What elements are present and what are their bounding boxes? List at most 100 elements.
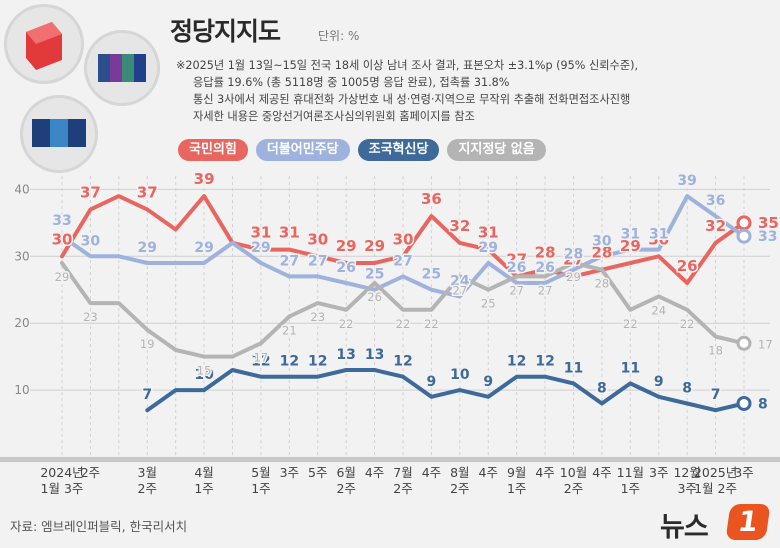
x-tick-label: 1월 3주	[41, 481, 84, 496]
x-tick-label: 4주	[592, 465, 611, 480]
legend-item-ppp: 국민의힘	[178, 139, 248, 161]
data-label: 29	[566, 270, 581, 284]
news-logo-mark: 1	[725, 504, 771, 540]
data-label: 17	[758, 337, 773, 351]
y-tick-label: 40	[14, 182, 29, 196]
data-label: 29	[336, 237, 357, 255]
data-label: 33	[758, 229, 777, 245]
survey-notes: ※2025년 1월 13일~15일 전국 18세 이상 남녀 조사 결과, 표본…	[176, 57, 776, 125]
x-tick-label: 3주	[280, 465, 299, 480]
data-label: 26	[367, 290, 382, 304]
series-line-1	[60, 194, 746, 299]
data-label: 35	[758, 214, 779, 232]
x-tick-label: 5주	[308, 465, 327, 480]
x-tick-label: 3주	[734, 465, 753, 480]
data-label: 17	[254, 350, 269, 364]
x-tick-label: 4월	[194, 465, 213, 480]
data-label: 13	[336, 347, 355, 363]
data-label: 31	[478, 224, 499, 242]
data-label: 28	[595, 277, 610, 291]
data-label: 27	[563, 250, 584, 268]
data-label: 29	[194, 240, 213, 256]
x-tick-label: 11월	[617, 465, 644, 480]
data-label: 22	[396, 317, 411, 331]
legend: 국민의힘 더불어민주당 조국혁신당 지지정당 없음	[178, 139, 546, 161]
data-label: 8	[682, 380, 692, 396]
x-tick-label: 2025년	[694, 465, 737, 480]
x-tick-label: 1주	[621, 481, 640, 496]
chart-title: 정당지지도	[170, 17, 281, 46]
x-tick-label: 2주	[138, 481, 157, 496]
note-line: 응답률 19.6% (총 5118명 중 1005명 응답 완료), 접촉률 3…	[193, 76, 510, 89]
data-label: 30	[592, 233, 612, 249]
x-tick-label: 2주	[336, 481, 355, 496]
y-tick-label: 10	[14, 383, 29, 397]
data-label: 25	[365, 267, 384, 283]
party-emblem-blue-icon	[20, 95, 98, 173]
data-label: 12	[507, 354, 526, 370]
data-label: 27	[280, 253, 299, 269]
note-line: 통신 3사에서 제공된 휴대전화 가상번호 내 성·연령·지역으로 무작위 추출…	[193, 93, 631, 106]
data-label: 9	[483, 374, 493, 390]
data-label: 31	[279, 224, 300, 242]
data-label: 22	[680, 317, 695, 331]
x-tick-label: 1주	[194, 481, 213, 496]
data-label: 23	[310, 310, 325, 324]
data-label: 26	[535, 260, 554, 276]
data-label: 25	[422, 267, 441, 283]
data-label: 9	[427, 374, 437, 390]
x-axis-line	[0, 457, 780, 462]
x-tick-label: 5월	[251, 465, 270, 480]
data-label: 30	[393, 230, 414, 248]
x-tick-label: 8월	[450, 465, 469, 480]
data-label: 27	[509, 283, 524, 297]
data-label: 24	[651, 303, 666, 317]
data-label: 29	[620, 237, 641, 255]
data-label: 12	[251, 354, 270, 370]
x-tick-label: 4주	[535, 465, 554, 480]
news-logo-text: 뉴스	[660, 512, 709, 543]
x-tick-label: 7월	[393, 465, 412, 480]
data-label: 37	[137, 183, 158, 201]
data-label: 29	[55, 270, 70, 284]
x-tick-label: 9월	[507, 465, 526, 480]
data-label: 26	[507, 260, 526, 276]
data-label: 31	[621, 227, 640, 243]
data-label: 8	[758, 396, 768, 412]
data-label: 11	[564, 360, 583, 376]
data-label: 27	[308, 253, 327, 269]
data-label: 10	[194, 367, 214, 383]
data-label: 30	[52, 230, 73, 248]
data-label: 36	[706, 193, 725, 209]
x-tick-label: 3주	[677, 481, 696, 496]
x-tick-label: 2주	[393, 481, 412, 496]
data-label: 18	[708, 344, 723, 358]
data-label: 12	[280, 354, 299, 370]
data-label: 11	[621, 360, 640, 376]
x-tick-label: 2024년	[40, 465, 83, 480]
data-label: 22	[623, 317, 638, 331]
data-label: 12	[308, 354, 327, 370]
data-label: 31	[250, 224, 271, 242]
data-label: 23	[83, 310, 98, 324]
data-label: 27	[506, 250, 527, 268]
x-tick-label: 10월	[560, 465, 587, 480]
data-label: 30	[648, 230, 669, 248]
data-label: 12	[535, 354, 554, 370]
data-label: 22	[339, 317, 354, 331]
data-label: 27	[393, 253, 412, 269]
data-label: 13	[365, 347, 384, 363]
data-label: 25	[481, 297, 496, 311]
x-tick-label: 2주	[450, 481, 469, 496]
x-tick-label: 4주	[479, 465, 498, 480]
series-line-0	[60, 194, 746, 285]
legend-item-democratic: 더불어민주당	[255, 139, 350, 161]
x-tick-label: 1주	[507, 481, 526, 496]
note-line: ※2025년 1월 13일~15일 전국 18세 이상 남녀 조사 결과, 표본…	[176, 59, 639, 72]
series-end-marker	[736, 395, 752, 411]
data-label: 31	[649, 227, 668, 243]
data-label: 28	[564, 247, 583, 263]
x-tick-label: 4주	[365, 465, 384, 480]
y-tick-label: 20	[14, 316, 29, 330]
